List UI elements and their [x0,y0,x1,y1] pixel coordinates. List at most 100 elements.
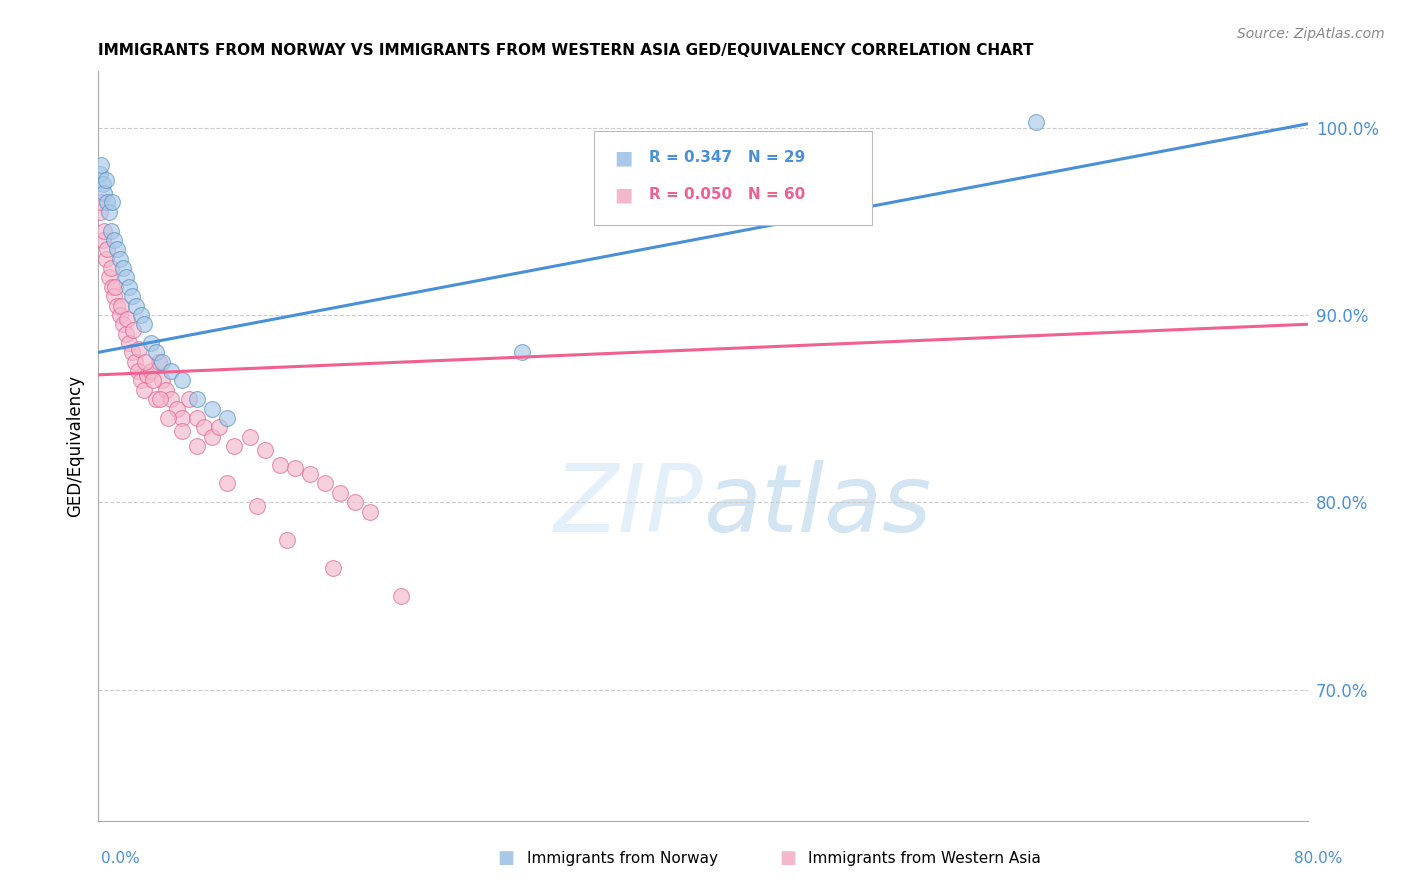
Point [239,430,262,444]
Point [150,374,173,388]
Point [100,224,122,238]
Point [134,355,156,369]
Point [111,261,134,276]
Point [284,461,307,475]
Point [186,439,208,453]
Point [160,392,183,407]
Point [156,411,179,425]
Point [166,401,188,416]
Y-axis label: GED/Equivalency: GED/Equivalency [66,375,84,517]
Point [145,392,167,407]
Point [135,368,157,382]
Point [344,495,367,509]
Point [329,486,352,500]
Text: Immigrants from Norway: Immigrants from Norway [527,851,718,865]
Point [269,458,291,472]
Point [108,252,131,266]
Point [186,411,208,425]
Text: Immigrants from Western Asia: Immigrants from Western Asia [808,851,1042,865]
Text: 80.0%: 80.0% [1295,851,1343,865]
Point [90,158,112,172]
Point [94,173,117,187]
Point [122,323,145,337]
Point [96,243,118,257]
Point [510,345,533,359]
Text: ■: ■ [614,148,633,167]
Point [110,299,132,313]
Point [127,364,149,378]
Point [125,299,148,313]
Point [170,411,193,425]
Point [276,533,298,547]
Point [193,420,215,434]
Text: atlas: atlas [703,460,931,551]
Point [299,467,322,482]
Point [114,326,136,341]
Point [246,499,269,513]
Point [208,420,231,434]
Text: ZIP: ZIP [554,460,703,551]
Text: R = 0.050   N = 60: R = 0.050 N = 60 [648,187,804,202]
Point [128,342,150,356]
Point [129,308,152,322]
Point [93,224,115,238]
Point [170,424,193,438]
Point [89,205,111,219]
Text: 0.0%: 0.0% [101,851,141,865]
Point [145,345,167,359]
Point [103,289,125,303]
Text: ■: ■ [498,849,515,867]
Text: ■: ■ [614,186,633,204]
Text: Source: ZipAtlas.com: Source: ZipAtlas.com [1237,27,1385,41]
Point [253,442,276,457]
Point [141,364,163,378]
Point [160,364,183,378]
Point [201,430,224,444]
Point [360,505,382,519]
Point [101,195,124,210]
Point [314,476,336,491]
Point [170,374,193,388]
Point [132,383,155,397]
Point [215,411,238,425]
Point [148,355,170,369]
Point [118,280,141,294]
Point [101,280,124,294]
Point [91,233,114,247]
Point [89,168,111,182]
Point [322,561,344,575]
Point [155,383,177,397]
Point [129,374,152,388]
Point [150,355,173,369]
Point [141,336,163,351]
Point [108,308,131,322]
Point [118,336,141,351]
Point [98,270,121,285]
Point [100,261,122,276]
Point [103,233,125,247]
Text: ■: ■ [779,849,796,867]
Point [132,318,155,332]
Point [93,186,115,201]
Point [94,252,117,266]
Point [179,392,201,407]
Point [124,355,146,369]
FancyBboxPatch shape [595,131,872,225]
Text: R = 0.347   N = 29: R = 0.347 N = 29 [648,150,804,165]
Point [98,205,121,219]
Point [105,299,128,313]
Point [104,280,127,294]
Point [142,374,165,388]
Point [389,589,412,603]
Point [115,311,138,326]
Point [121,345,143,359]
Title: IMMIGRANTS FROM NORWAY VS IMMIGRANTS FROM WESTERN ASIA GED/EQUIVALENCY CORRELATI: IMMIGRANTS FROM NORWAY VS IMMIGRANTS FRO… [98,43,1033,58]
Point [149,392,172,407]
Point [90,195,112,210]
Point [111,318,134,332]
Point [91,177,114,191]
Point [96,195,118,210]
Point [114,270,136,285]
Point [224,439,246,453]
Point [215,476,238,491]
